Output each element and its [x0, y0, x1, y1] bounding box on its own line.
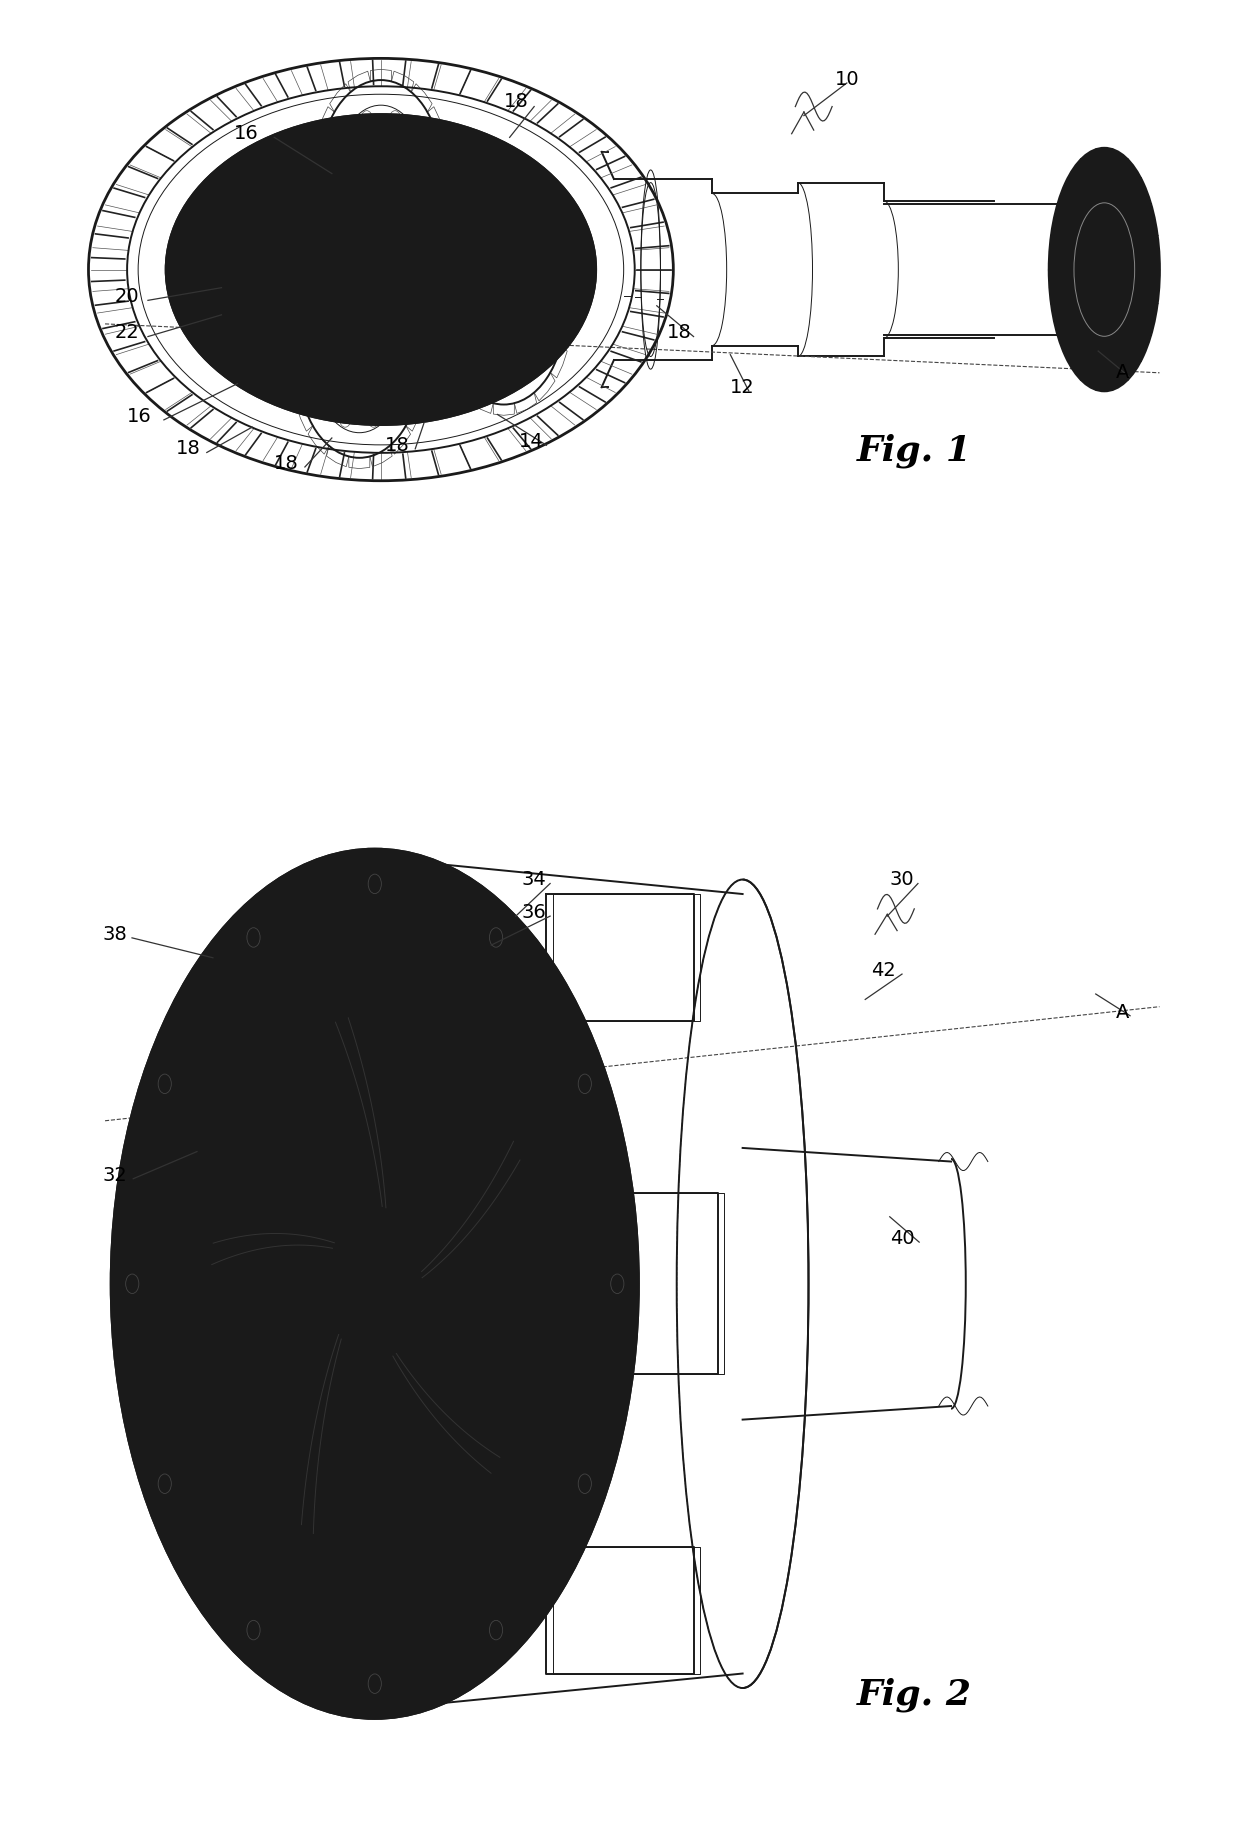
Text: A: A: [1116, 363, 1130, 381]
Text: 18: 18: [274, 454, 299, 473]
Text: 30: 30: [889, 871, 914, 889]
Ellipse shape: [112, 849, 639, 1719]
Text: 36: 36: [522, 903, 547, 922]
Text: 22: 22: [115, 323, 139, 343]
Text: A: A: [1116, 1002, 1130, 1022]
Text: 32: 32: [103, 1166, 128, 1184]
Text: Fig. 2: Fig. 2: [857, 1677, 972, 1712]
Text: 16: 16: [126, 407, 151, 425]
Text: 16: 16: [233, 124, 258, 142]
Text: 18: 18: [176, 440, 201, 458]
Text: 40: 40: [889, 1228, 914, 1248]
Ellipse shape: [166, 115, 596, 425]
Text: 14: 14: [520, 433, 544, 451]
Text: 18: 18: [384, 436, 409, 454]
Text: 18: 18: [666, 323, 691, 343]
Text: 20: 20: [115, 287, 139, 307]
Text: Fig. 1: Fig. 1: [857, 433, 972, 467]
Text: 18: 18: [503, 91, 528, 111]
Text: 42: 42: [872, 962, 897, 980]
Ellipse shape: [1049, 148, 1159, 391]
Text: 34: 34: [522, 871, 547, 889]
Text: 38: 38: [103, 925, 128, 944]
Text: 10: 10: [835, 69, 859, 89]
Text: 12: 12: [730, 378, 755, 396]
